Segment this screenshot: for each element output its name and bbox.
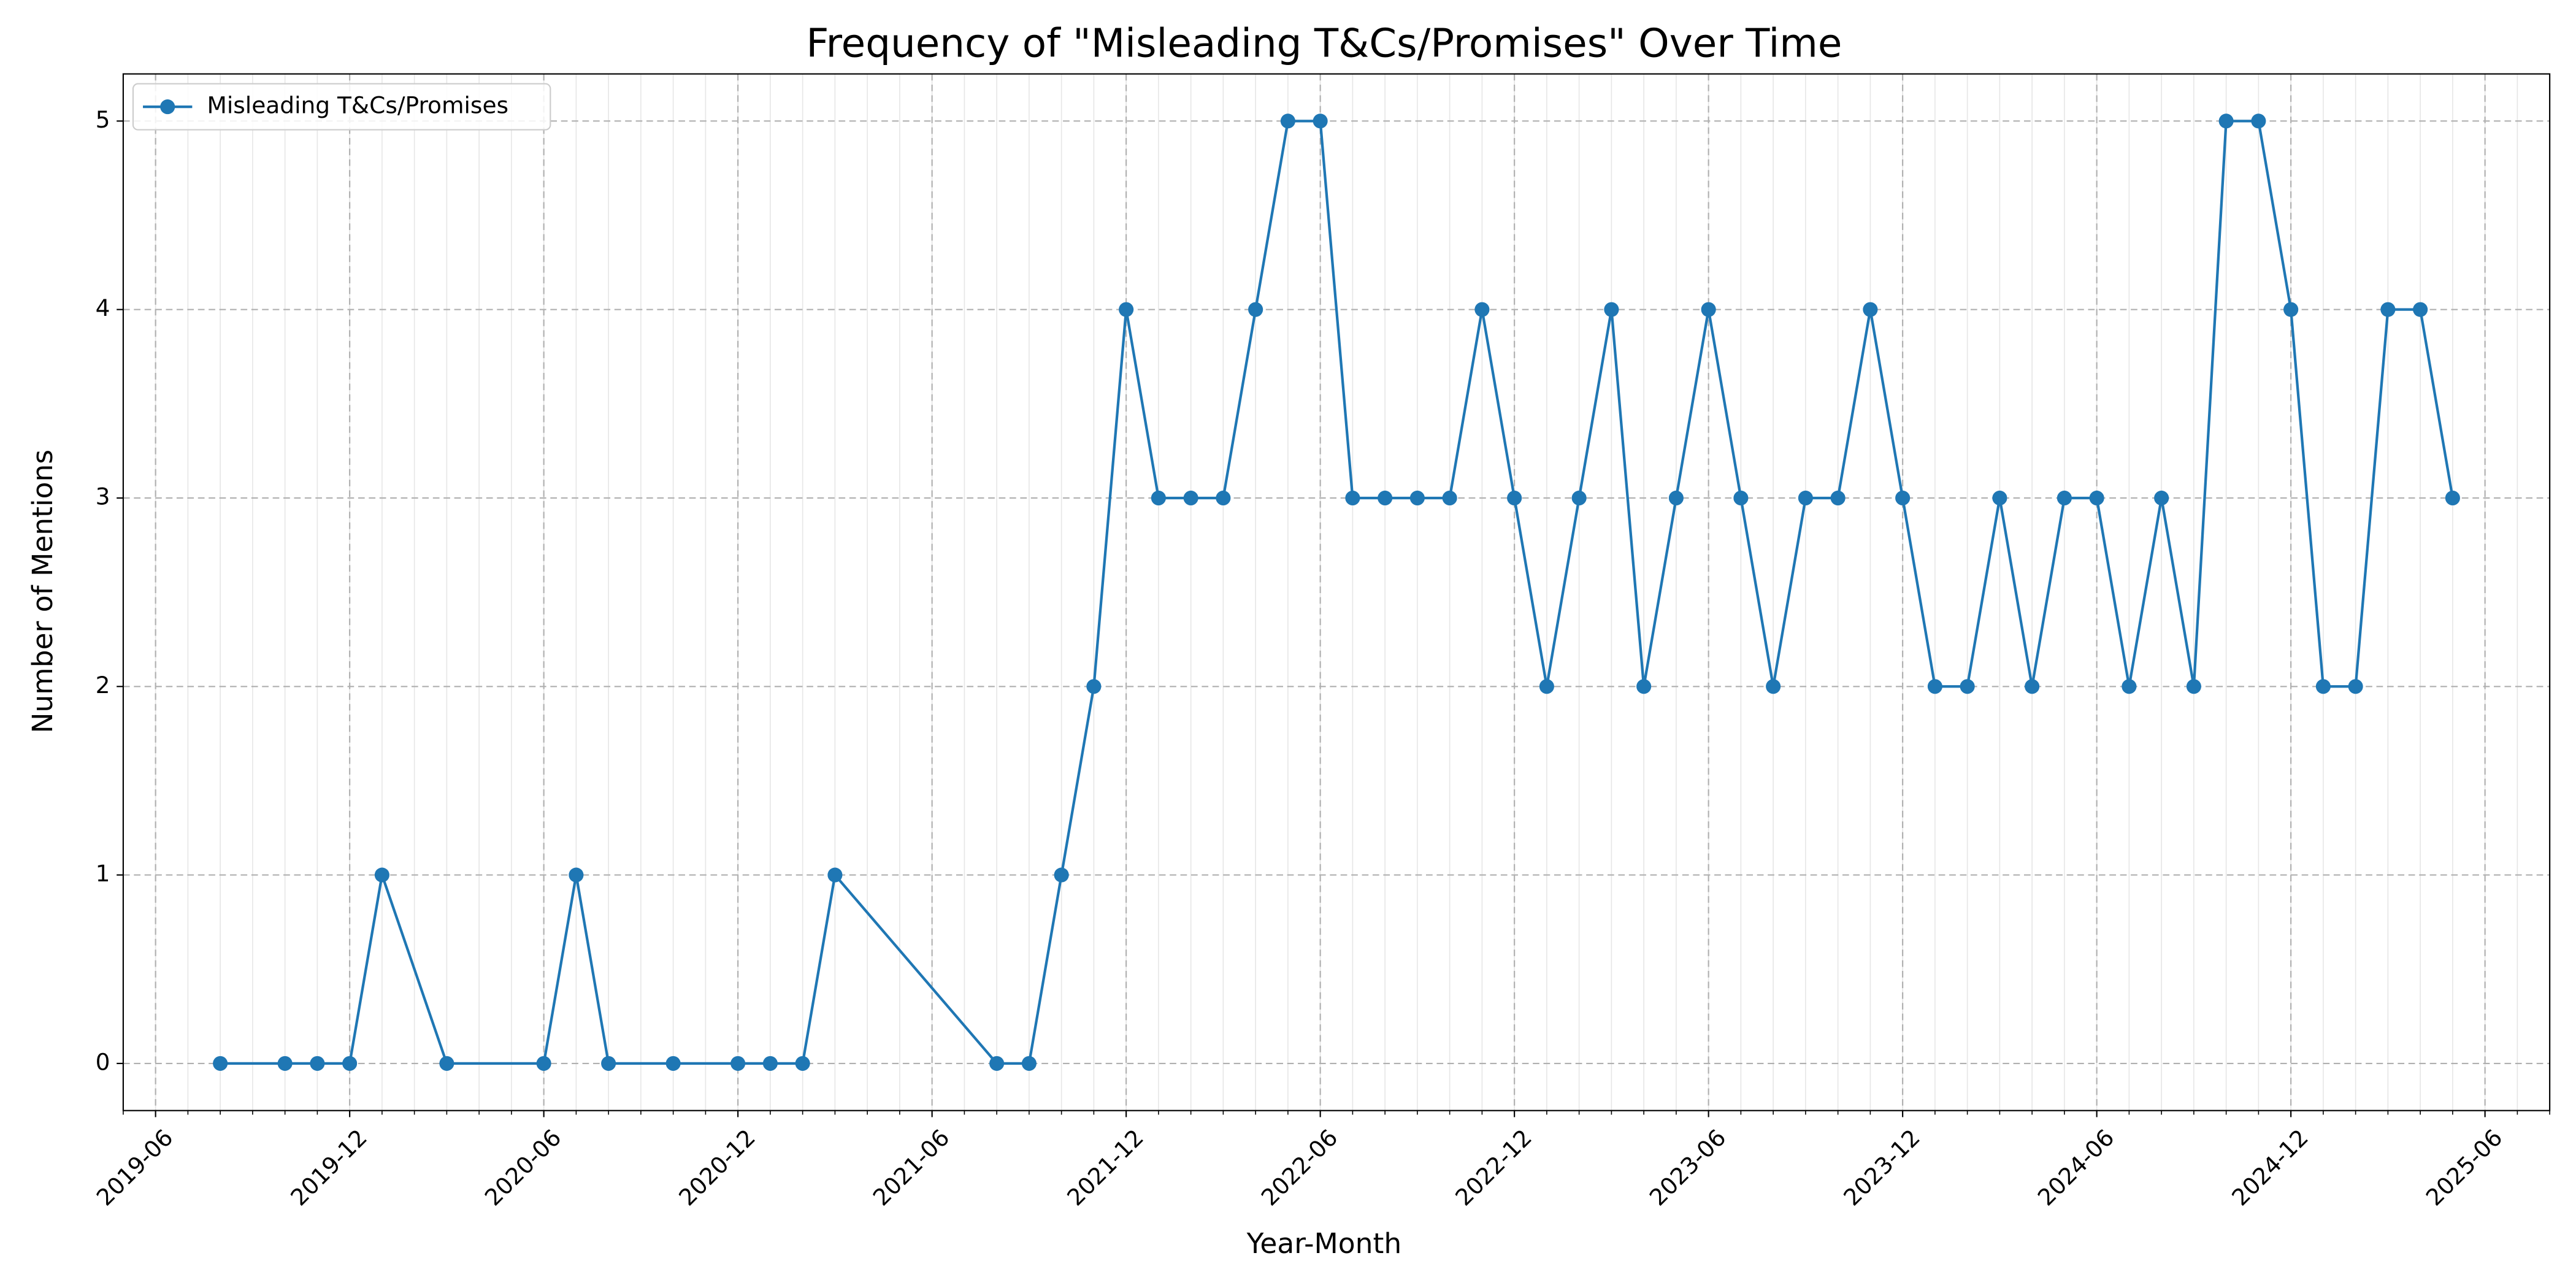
x-tick-label: 2020-06 bbox=[480, 1124, 567, 1211]
data-point bbox=[2315, 679, 2331, 694]
data-point bbox=[1927, 679, 1942, 694]
data-point bbox=[1280, 113, 1295, 129]
data-point bbox=[989, 1056, 1005, 1071]
data-point bbox=[1119, 302, 1134, 317]
x-tick-label: 2022-12 bbox=[1450, 1124, 1537, 1211]
legend: Misleading T&Cs/Promises bbox=[132, 83, 551, 131]
y-tick-label: 0 bbox=[96, 1048, 110, 1075]
data-point bbox=[2122, 679, 2137, 694]
data-point bbox=[2154, 490, 2169, 506]
data-point bbox=[1151, 490, 1166, 506]
legend-marker bbox=[160, 99, 175, 115]
data-point bbox=[1345, 490, 1360, 506]
x-tick-label: 2025-06 bbox=[2421, 1124, 2508, 1211]
data-point bbox=[2025, 679, 2040, 694]
data-point bbox=[1216, 490, 1231, 506]
x-tick-label: 2023-12 bbox=[1838, 1124, 1925, 1211]
data-point bbox=[762, 1056, 778, 1071]
data-point bbox=[1378, 490, 1393, 506]
data-point bbox=[2186, 679, 2201, 694]
data-point bbox=[569, 867, 584, 883]
data-point bbox=[1086, 679, 1102, 694]
y-tick-label: 1 bbox=[96, 860, 110, 887]
data-point bbox=[536, 1056, 551, 1071]
y-axis-label: Number of Mentions bbox=[26, 450, 59, 734]
data-point bbox=[342, 1056, 358, 1071]
data-point bbox=[1798, 490, 1813, 506]
y-tick-label: 3 bbox=[96, 483, 110, 510]
x-tick-label: 2019-12 bbox=[285, 1124, 372, 1211]
data-point bbox=[1733, 490, 1749, 506]
data-point bbox=[2283, 302, 2299, 317]
legend-label: Misleading T&Cs/Promises bbox=[207, 92, 509, 119]
data-point bbox=[1960, 679, 1975, 694]
data-point bbox=[665, 1056, 681, 1071]
x-tick-label: 2020-12 bbox=[673, 1124, 761, 1211]
data-point bbox=[1636, 679, 1652, 694]
data-point bbox=[827, 867, 843, 883]
data-point bbox=[1248, 302, 1263, 317]
y-tick-label: 5 bbox=[96, 106, 110, 133]
x-tick-label: 2024-12 bbox=[2226, 1124, 2313, 1211]
x-tick-label: 2023-06 bbox=[1644, 1124, 1731, 1211]
data-point bbox=[1474, 302, 1490, 317]
data-point bbox=[2348, 679, 2363, 694]
data-point bbox=[374, 867, 389, 883]
data-line bbox=[220, 120, 2455, 1065]
plot-frame bbox=[122, 73, 2551, 1111]
data-point bbox=[601, 1056, 616, 1071]
data-point bbox=[1668, 490, 1684, 506]
data-point bbox=[2413, 302, 2428, 317]
data-point bbox=[213, 1056, 228, 1071]
data-point bbox=[1021, 1056, 1037, 1071]
x-tick-label: 2022-06 bbox=[1256, 1124, 1343, 1211]
x-axis-label: Year-Month bbox=[1246, 1227, 1402, 1260]
data-point bbox=[1054, 867, 1069, 883]
y-tick-label: 2 bbox=[96, 672, 110, 699]
data-point bbox=[1571, 490, 1587, 506]
data-point bbox=[2089, 490, 2104, 506]
data-point bbox=[1507, 490, 1522, 506]
data-point bbox=[439, 1056, 454, 1071]
data-point bbox=[1863, 302, 1878, 317]
data-point bbox=[2218, 113, 2234, 129]
data-point bbox=[730, 1056, 746, 1071]
data-point bbox=[277, 1056, 293, 1071]
data-point bbox=[1701, 302, 1716, 317]
data-point bbox=[2057, 490, 2072, 506]
x-tick-label: 2021-06 bbox=[868, 1124, 955, 1211]
data-point bbox=[1539, 679, 1554, 694]
data-point bbox=[1992, 490, 2007, 506]
data-point bbox=[1313, 113, 1328, 129]
chart-title: Frequency of "Misleading T&Cs/Promises" … bbox=[806, 21, 1842, 67]
data-point bbox=[2251, 113, 2266, 129]
y-tick-label: 4 bbox=[96, 294, 110, 321]
data-point bbox=[2380, 302, 2396, 317]
data-point bbox=[1830, 490, 1846, 506]
data-point bbox=[1183, 490, 1198, 506]
x-tick-label: 2021-12 bbox=[1062, 1124, 1149, 1211]
data-point bbox=[1895, 490, 1911, 506]
data-point bbox=[1409, 490, 1425, 506]
data-point bbox=[795, 1056, 810, 1071]
data-point bbox=[310, 1056, 325, 1071]
legend-box bbox=[132, 83, 551, 131]
x-tick-label: 2019-06 bbox=[91, 1124, 178, 1211]
data-point bbox=[1766, 679, 1781, 694]
data-point bbox=[1442, 490, 1457, 506]
data-point bbox=[1604, 302, 1619, 317]
x-tick-label: 2024-06 bbox=[2033, 1124, 2120, 1211]
data-point bbox=[2445, 490, 2460, 506]
